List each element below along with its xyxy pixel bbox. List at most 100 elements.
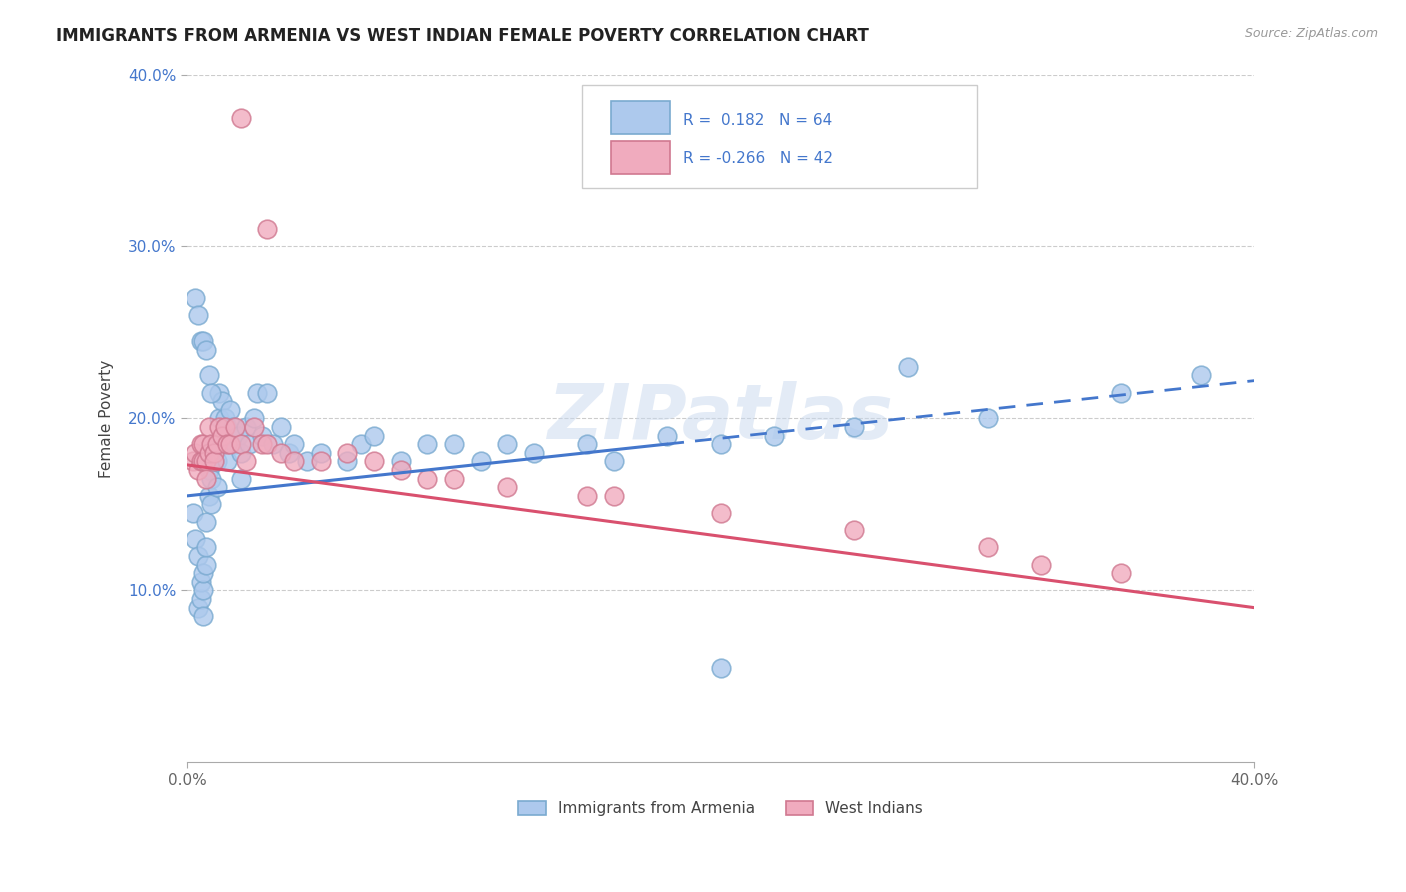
Point (229, 111, 252, 125)
Point (211, 437, 233, 451)
Point (205, 454, 228, 468)
Point (603, 489, 626, 503)
Point (217, 437, 239, 451)
Point (976, 411, 998, 425)
Point (211, 428, 233, 442)
Point (389, 454, 412, 468)
Point (363, 454, 385, 468)
Point (194, 541, 217, 555)
Text: R = -0.266   N = 42: R = -0.266 N = 42 (683, 152, 834, 166)
Point (496, 480, 519, 494)
Point (187, 308, 209, 322)
FancyBboxPatch shape (582, 85, 977, 188)
Point (200, 437, 222, 451)
Point (187, 463, 209, 477)
Point (763, 428, 786, 442)
Point (523, 446, 546, 460)
Point (1189, 368, 1212, 383)
Point (657, 428, 679, 442)
Point (416, 472, 439, 486)
Point (193, 454, 215, 468)
FancyBboxPatch shape (610, 141, 669, 174)
Point (710, 437, 733, 451)
Point (270, 446, 292, 460)
Point (389, 463, 412, 477)
Point (235, 420, 257, 434)
Point (576, 489, 599, 503)
Point (214, 428, 236, 442)
Point (277, 446, 299, 460)
Point (217, 420, 239, 434)
Point (194, 558, 217, 572)
Point (200, 498, 222, 512)
Point (229, 437, 252, 451)
Point (193, 334, 215, 348)
Point (205, 437, 228, 451)
Point (270, 420, 292, 434)
Point (205, 480, 228, 494)
Legend: Immigrants from Armenia, West Indians: Immigrants from Armenia, West Indians (510, 793, 931, 823)
Point (283, 454, 305, 468)
Point (256, 385, 278, 400)
Point (1109, 385, 1132, 400)
Point (235, 454, 257, 468)
Point (496, 437, 519, 451)
Point (229, 472, 252, 486)
Point (250, 437, 273, 451)
Point (214, 420, 236, 434)
Point (238, 437, 260, 451)
Text: ZIPatlas: ZIPatlas (548, 382, 894, 456)
Point (250, 428, 273, 442)
Point (214, 411, 236, 425)
Point (603, 454, 626, 468)
Point (349, 437, 371, 451)
Point (197, 420, 219, 434)
Point (224, 437, 246, 451)
Point (218, 403, 240, 417)
Point (202, 437, 225, 451)
FancyBboxPatch shape (610, 101, 669, 134)
Point (229, 446, 252, 460)
Point (1109, 566, 1132, 581)
Point (190, 592, 212, 607)
Point (710, 661, 733, 675)
Point (262, 437, 284, 451)
Point (184, 446, 207, 460)
Point (194, 454, 217, 468)
Point (200, 385, 222, 400)
Point (283, 437, 305, 451)
Point (190, 574, 212, 589)
Point (187, 600, 209, 615)
Point (193, 583, 215, 598)
Point (363, 428, 385, 442)
Point (184, 291, 207, 305)
Point (842, 523, 865, 537)
Point (842, 420, 865, 434)
Point (197, 463, 219, 477)
Point (190, 334, 212, 348)
Point (181, 506, 204, 520)
Point (710, 506, 733, 520)
Text: R =  0.182   N = 64: R = 0.182 N = 64 (683, 112, 832, 128)
Text: Source: ZipAtlas.com: Source: ZipAtlas.com (1244, 27, 1378, 40)
Point (187, 549, 209, 563)
Point (193, 437, 215, 451)
Point (576, 437, 599, 451)
Point (256, 222, 278, 236)
Point (208, 385, 231, 400)
Point (976, 541, 998, 555)
Point (194, 515, 217, 529)
Point (208, 411, 231, 425)
Point (336, 454, 359, 468)
Point (221, 420, 243, 434)
Point (1029, 558, 1052, 572)
Point (197, 446, 219, 460)
Point (297, 454, 319, 468)
Point (226, 428, 249, 442)
Point (309, 446, 332, 460)
Text: IMMIGRANTS FROM ARMENIA VS WEST INDIAN FEMALE POVERTY CORRELATION CHART: IMMIGRANTS FROM ARMENIA VS WEST INDIAN F… (56, 27, 869, 45)
Point (896, 359, 918, 374)
Point (197, 368, 219, 383)
Point (309, 454, 332, 468)
Point (336, 446, 359, 460)
